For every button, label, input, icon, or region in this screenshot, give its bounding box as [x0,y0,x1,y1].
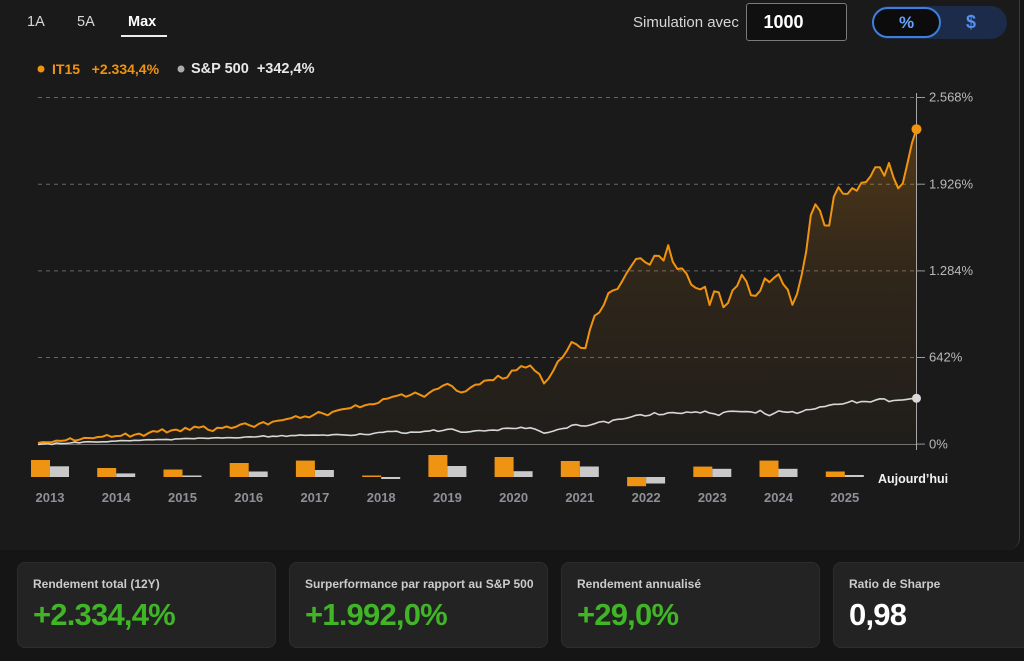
svg-text:2022: 2022 [632,490,661,505]
svg-text:2021: 2021 [565,490,594,505]
svg-text:2020: 2020 [499,490,528,505]
svg-text:2016: 2016 [234,490,263,505]
svg-text:1.926%: 1.926% [929,176,974,191]
svg-text:1.284%: 1.284% [929,263,974,278]
svg-text:2019: 2019 [433,490,462,505]
svg-text:0%: 0% [929,436,948,451]
svg-text:Aujourd’hui: Aujourd’hui [878,472,948,486]
svg-text:2023: 2023 [698,490,727,505]
svg-text:2018: 2018 [367,490,396,505]
svg-text:2017: 2017 [300,490,329,505]
svg-text:2024: 2024 [764,490,794,505]
svg-text:2014: 2014 [102,490,132,505]
svg-text:2025: 2025 [830,490,859,505]
svg-text:2.568%: 2.568% [929,90,974,105]
svg-text:2015: 2015 [168,490,197,505]
svg-text:2013: 2013 [36,490,65,505]
svg-text:642%: 642% [929,350,963,365]
